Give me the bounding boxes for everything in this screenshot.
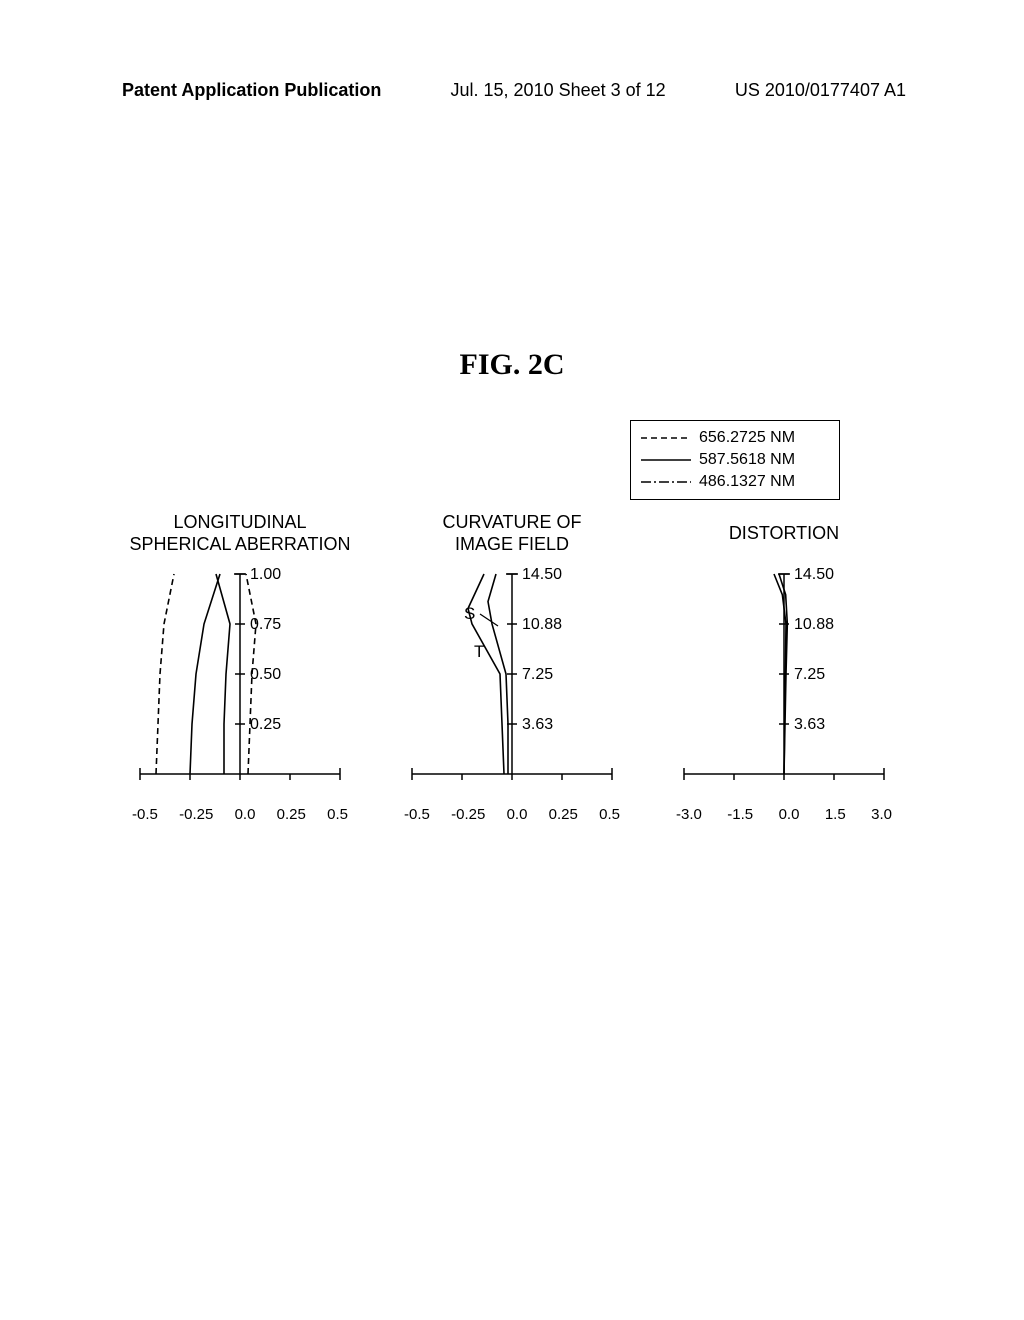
xtick: -3.0 [676,806,702,823]
legend-line-icon [641,431,691,445]
ytick: 14.50 [794,566,834,584]
chart-title: DISTORTION [729,510,839,558]
plot-box: 14.50 10.88 7.25 3.63 [674,564,894,804]
ytick: 7.25 [794,666,825,684]
legend-line-icon [641,475,691,489]
chart-svg [674,564,894,804]
xtick: -0.25 [179,806,213,823]
header-right: US 2010/0177407 A1 [735,80,906,101]
chart-distortion: DISTORTION 14.50 10.88 7.25 3.63 -3.0 -1… [664,510,904,830]
t-label: T [474,642,484,662]
chart-curvature: CURVATURE OF IMAGE FIELD 14.50 10.88 7.2… [392,510,632,830]
legend-label: 587.5618 NM [699,451,795,469]
legend-row: 486.1327 NM [641,471,829,493]
xtick: -0.25 [451,806,485,823]
legend-label: 486.1327 NM [699,473,795,491]
ytick: 0.50 [250,666,281,684]
ytick: 7.25 [522,666,553,684]
ytick: 10.88 [794,616,834,634]
legend-row: 587.5618 NM [641,449,829,471]
xtick: 1.5 [825,806,846,823]
ytick: 3.63 [522,716,553,734]
plot-box: 1.00 0.75 0.50 0.25 [130,564,350,804]
xaxis-labels: -0.5 -0.25 0.0 0.25 0.5 [402,806,622,823]
xaxis-labels: -0.5 -0.25 0.0 0.25 0.5 [130,806,350,823]
xtick: 0.0 [235,806,256,823]
chart-spherical-aberration: LONGITUDINAL SPHERICAL ABERRATION 1.00 0… [120,510,360,830]
chart-svg [402,564,622,804]
ytick: 3.63 [794,716,825,734]
chart-svg [130,564,350,804]
xtick: 0.5 [327,806,348,823]
header-center: Jul. 15, 2010 Sheet 3 of 12 [451,80,666,101]
plot-box: 14.50 10.88 7.25 3.63 S T [402,564,622,804]
legend-row: 656.2725 NM [641,427,829,449]
header-left: Patent Application Publication [122,80,381,101]
xtick: 0.0 [779,806,800,823]
xtick: -1.5 [727,806,753,823]
ytick: 10.88 [522,616,562,634]
legend-label: 656.2725 NM [699,429,795,447]
ytick: 0.25 [250,716,281,734]
xtick: 0.25 [277,806,306,823]
chart-title: CURVATURE OF IMAGE FIELD [442,510,581,558]
ytick: 0.75 [250,616,281,634]
figure-title: FIG. 2C [0,348,1024,382]
s-label: S [464,604,475,624]
legend-line-icon [641,453,691,467]
ytick: 14.50 [522,566,562,584]
xaxis-labels: -3.0 -1.5 0.0 1.5 3.0 [674,806,894,823]
xtick: 3.0 [871,806,892,823]
ytick: 1.00 [250,566,281,584]
xtick: -0.5 [404,806,430,823]
xtick: 0.25 [549,806,578,823]
chart-title: LONGITUDINAL SPHERICAL ABERRATION [129,510,350,558]
legend-box: 656.2725 NM 587.5618 NM 486.1327 NM [630,420,840,500]
page-header: Patent Application Publication Jul. 15, … [0,80,1024,101]
xtick: 0.0 [507,806,528,823]
charts-area: LONGITUDINAL SPHERICAL ABERRATION 1.00 0… [120,510,904,830]
xtick: 0.5 [599,806,620,823]
xtick: -0.5 [132,806,158,823]
